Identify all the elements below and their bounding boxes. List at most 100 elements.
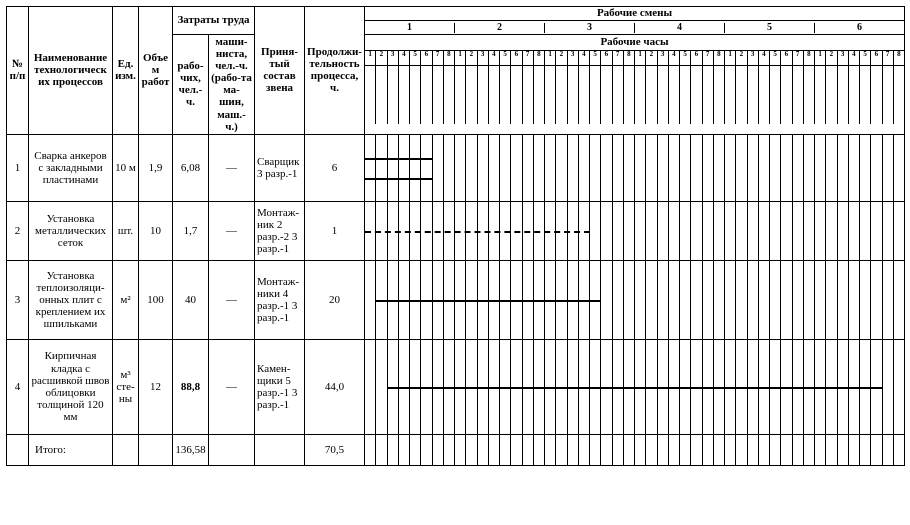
- cell-labor-machinist: —: [209, 339, 255, 434]
- table-row: 4Кирпичная кладка с расшивкой швов облиц…: [7, 339, 905, 434]
- hour-label: 6: [870, 51, 881, 65]
- cell-unit: шт.: [113, 201, 139, 260]
- table-row: 3Установка теплоизоляци-онных плит с кре…: [7, 260, 905, 339]
- hour-label: 3: [567, 51, 578, 65]
- cell-num: 3: [7, 260, 29, 339]
- hour-label: 2: [555, 51, 566, 65]
- shift-label: 5: [724, 23, 814, 33]
- hour-label: 4: [398, 51, 409, 65]
- hdr-labor-machinist: маши-ниста, чел.-ч. (рабо-та ма-шин, маш…: [209, 35, 255, 135]
- hdr-name: Наименование технологических процессов: [29, 7, 113, 135]
- hour-label: 5: [859, 51, 870, 65]
- totals-row: Итого:136,5870,5: [7, 434, 905, 465]
- hdr-duration: Продолжи-тельность процесса, ч.: [305, 7, 365, 135]
- hour-label: 8: [623, 51, 634, 65]
- hour-label: 4: [668, 51, 679, 65]
- cell-labor-workers: 88,8: [173, 339, 209, 434]
- hour-label: 7: [432, 51, 443, 65]
- hour-label: 6: [420, 51, 431, 65]
- cell-crew: Сварщик 3 разр.-1: [255, 134, 305, 201]
- cell-volume: 12: [139, 339, 173, 434]
- gantt-cell: [365, 434, 905, 465]
- cell-unit: м³ сте-ны: [113, 339, 139, 434]
- gantt-bar: [365, 178, 433, 180]
- gantt-cell: [365, 260, 905, 339]
- cell-volume: 1,9: [139, 134, 173, 201]
- gantt-bar: [365, 231, 590, 233]
- hour-label: 1: [544, 51, 555, 65]
- cell-name: Установка теплоизоляци-онных плит с креп…: [29, 260, 113, 339]
- hour-label: 7: [792, 51, 803, 65]
- hdr-num: № п/п: [7, 7, 29, 135]
- hour-label: 8: [713, 51, 724, 65]
- cell-volume: 100: [139, 260, 173, 339]
- hdr-shifts-row: 123456: [365, 21, 905, 35]
- schedule-table-container: № п/п Наименование технологических проце…: [0, 0, 910, 525]
- hour-label: 6: [690, 51, 701, 65]
- cell-name: Установка металлических сеток: [29, 201, 113, 260]
- hour-label: 8: [803, 51, 814, 65]
- hour-label: 8: [443, 51, 454, 65]
- cell-labor-machinist: —: [209, 201, 255, 260]
- hour-label: 7: [612, 51, 623, 65]
- gantt-cell: [365, 201, 905, 260]
- cell-total-label: Итого:: [29, 434, 113, 465]
- hour-label: 1: [454, 51, 465, 65]
- cell-crew: Монтаж-ники 4 разр.-1 3 разр.-1: [255, 260, 305, 339]
- hour-label: 5: [679, 51, 690, 65]
- shift-label: 6: [814, 23, 904, 33]
- cell-duration: 1: [305, 201, 365, 260]
- hour-label: 6: [600, 51, 611, 65]
- cell-num: 2: [7, 201, 29, 260]
- hour-label: 2: [465, 51, 476, 65]
- schedule-table: № п/п Наименование технологических проце…: [6, 6, 905, 466]
- hour-label: 4: [578, 51, 589, 65]
- hdr-shifts-title: Рабочие смены: [365, 7, 905, 21]
- hour-label: 2: [825, 51, 836, 65]
- cell-crew: Камен-щики 5 разр.-1 3 разр.-1: [255, 339, 305, 434]
- cell-duration: 44,0: [305, 339, 365, 434]
- hour-label: 7: [522, 51, 533, 65]
- cell-labor-machinist: [209, 434, 255, 465]
- hour-label: 7: [882, 51, 893, 65]
- cell-unit: м²: [113, 260, 139, 339]
- table-row: 2Установка металлических сетокшт.101,7—М…: [7, 201, 905, 260]
- hour-label: 4: [488, 51, 499, 65]
- hour-label: 3: [387, 51, 398, 65]
- hdr-unit: Ед. изм.: [113, 7, 139, 135]
- cell-name: Кирпичная кладка с расшивкой швов облицо…: [29, 339, 113, 434]
- shift-label: 2: [454, 23, 544, 33]
- hour-label: 3: [657, 51, 668, 65]
- hour-label: 4: [848, 51, 859, 65]
- hour-label: 7: [702, 51, 713, 65]
- shift-label: 4: [634, 23, 724, 33]
- shift-label: 1: [365, 23, 454, 33]
- hour-label: 6: [510, 51, 521, 65]
- hour-label: 2: [645, 51, 656, 65]
- cell-num: 4: [7, 339, 29, 434]
- cell-num: [7, 434, 29, 465]
- hour-label: 5: [499, 51, 510, 65]
- shift-label: 3: [544, 23, 634, 33]
- hour-label: 3: [747, 51, 758, 65]
- hour-label: 2: [735, 51, 746, 65]
- hour-label: 3: [477, 51, 488, 65]
- table-row: 1Сварка анкеров с закладными пластинами1…: [7, 134, 905, 201]
- gantt-bar: [376, 300, 601, 302]
- cell-duration: 6: [305, 134, 365, 201]
- cell-name: Сварка анкеров с закладными пластинами: [29, 134, 113, 201]
- hdr-hours-title-text: Рабочие часы: [600, 36, 668, 48]
- hour-label: 4: [758, 51, 769, 65]
- hour-label: 5: [769, 51, 780, 65]
- hour-label: 8: [893, 51, 904, 65]
- hdr-shifts-title-text: Рабочие смены: [597, 7, 672, 19]
- cell-unit: 10 м: [113, 134, 139, 201]
- hour-label: 8: [533, 51, 544, 65]
- hdr-hours-title: Рабочие часы: [365, 35, 905, 51]
- gantt-cell: [365, 339, 905, 434]
- cell-volume: 10: [139, 201, 173, 260]
- hdr-labor-workers: рабо-чих, чел.-ч.: [173, 35, 209, 135]
- cell-total-duration: 70,5: [305, 434, 365, 465]
- hour-label: 5: [409, 51, 420, 65]
- cell-volume: [139, 434, 173, 465]
